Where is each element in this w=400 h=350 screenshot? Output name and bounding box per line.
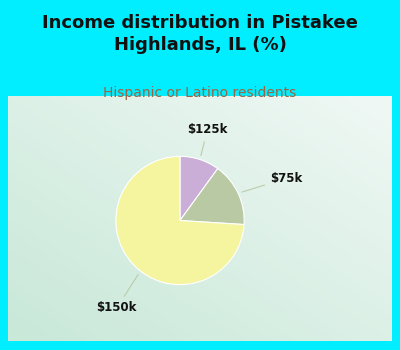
Text: Hispanic or Latino residents: Hispanic or Latino residents	[103, 86, 297, 100]
Wedge shape	[116, 156, 244, 285]
Wedge shape	[180, 169, 244, 225]
Wedge shape	[180, 156, 218, 220]
Text: $125k: $125k	[187, 123, 228, 155]
Text: Income distribution in Pistakee
Highlands, IL (%): Income distribution in Pistakee Highland…	[42, 14, 358, 54]
Text: $75k: $75k	[242, 172, 302, 192]
Text: $150k: $150k	[97, 274, 138, 314]
